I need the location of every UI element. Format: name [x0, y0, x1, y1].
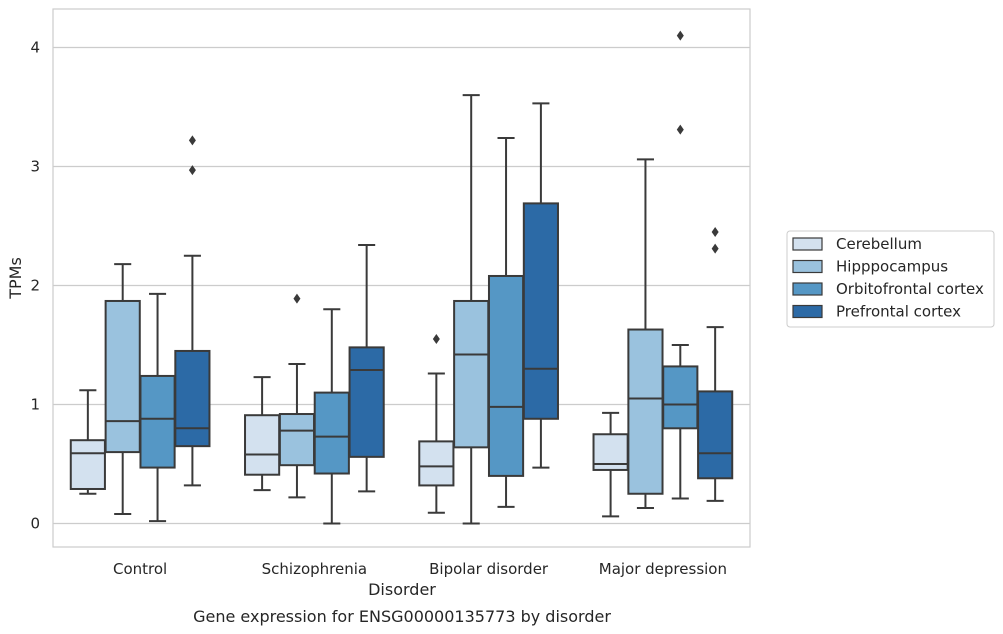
box-orbitofrontal-cortex	[313, 308, 350, 525]
legend-label: Orbitofrontal cortex	[836, 280, 984, 298]
legend-label: Cerebellum	[836, 235, 922, 253]
outlier-point	[188, 165, 196, 176]
box-body	[69, 439, 106, 490]
box-hipppocampus	[278, 293, 316, 499]
legend-swatch	[792, 282, 823, 296]
box-body	[139, 374, 176, 469]
box-prefrontal-cortex	[697, 226, 734, 502]
box-body	[662, 365, 699, 430]
outlier-point	[676, 30, 684, 41]
box-body	[278, 413, 316, 467]
x-tick-label: Major depression	[599, 560, 727, 578]
box-body	[313, 391, 350, 475]
y-tick-label: 0	[30, 515, 40, 533]
box-orbitofrontal-cortex	[487, 136, 525, 508]
box-orbitofrontal-cortex	[139, 292, 176, 523]
box-body	[697, 390, 734, 480]
chart-caption: Gene expression for ENSG00000135773 by d…	[193, 607, 611, 626]
box-orbitofrontal-cortex	[662, 30, 699, 500]
outlier-point	[711, 226, 719, 237]
box-body	[487, 274, 525, 477]
x-tick-labels: Control Schizophrenia Bipolar disorder Majo…	[113, 560, 727, 578]
legend-swatch	[792, 259, 823, 274]
box-prefrontal-cortex	[522, 102, 559, 469]
y-tick-label: 1	[30, 396, 40, 414]
x-tick-label: Bipolar disorder	[429, 560, 549, 578]
box-body	[627, 328, 664, 495]
legend-label: Hipppocampus	[836, 258, 948, 276]
legend: Cerebellum Hipppocampus Orbitofrontal cort…	[786, 230, 995, 328]
legend-label: Prefrontal cortex	[836, 303, 961, 321]
x-tick-label: Schizophrenia	[262, 560, 367, 578]
box-body	[453, 299, 490, 449]
box-body	[104, 299, 141, 454]
x-axis-label: Disorder	[368, 580, 436, 599]
box-cerebellum	[69, 389, 106, 495]
outlier-point	[432, 334, 440, 345]
legend-frame	[786, 230, 995, 328]
box-body	[174, 349, 211, 448]
legend-swatch	[792, 304, 823, 319]
legend-swatch	[792, 237, 823, 251]
box-body	[522, 202, 559, 420]
y-tick-label: 2	[30, 277, 40, 295]
y-tick-labels: 0 1 2 3 4	[30, 39, 40, 533]
box-hipppocampus	[104, 263, 141, 515]
y-tick-label: 3	[30, 158, 40, 176]
box-body	[348, 346, 385, 458]
outlier-point	[711, 243, 719, 254]
box-prefrontal-cortex	[174, 135, 211, 487]
box-hipppocampus	[453, 94, 490, 525]
outlier-point	[188, 135, 196, 146]
y-axis-label: TPMs	[6, 257, 25, 300]
outlier-point	[676, 124, 684, 135]
box-body	[244, 414, 281, 476]
box-cerebellum	[592, 411, 629, 518]
box-hipppocampus	[627, 158, 664, 510]
x-tick-label: Control	[113, 560, 167, 578]
box-cerebellum	[418, 334, 455, 514]
box-cerebellum	[244, 376, 281, 492]
box-body	[418, 440, 455, 487]
y-tick-label: 4	[30, 39, 40, 57]
plot-frame	[52, 8, 751, 548]
box-plots	[69, 30, 734, 525]
outlier-point	[293, 293, 301, 304]
box-prefrontal-cortex	[348, 244, 385, 493]
